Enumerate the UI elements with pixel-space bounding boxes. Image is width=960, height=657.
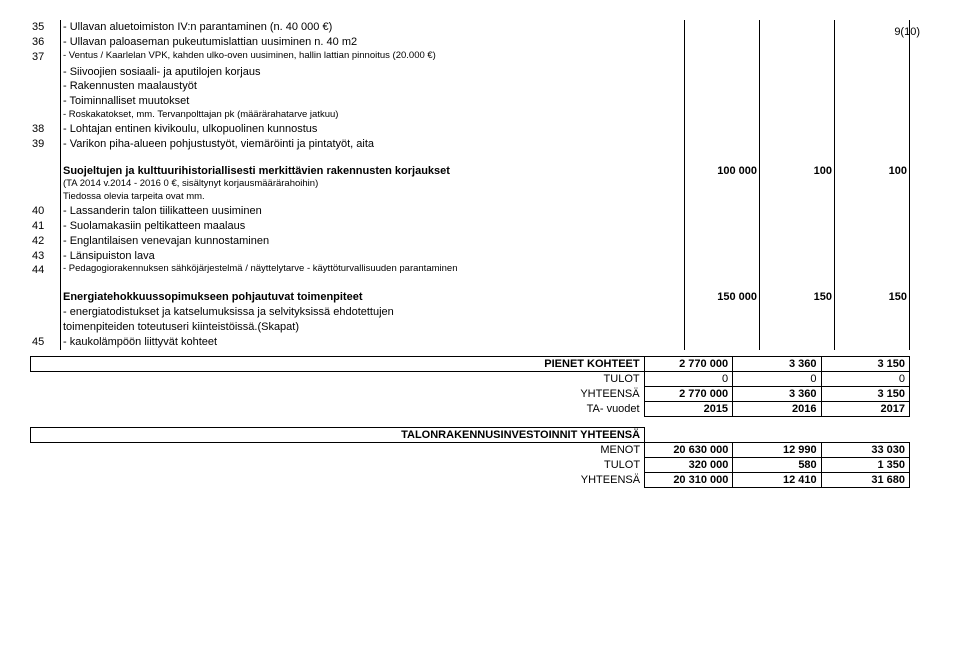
totals2-r0-label: MENOT (31, 442, 645, 457)
section3-line1: - energiatodistukset ja katselumuksissa … (61, 305, 685, 320)
row-num (30, 109, 61, 122)
totals2-r2-label: YHTEENSÄ (31, 472, 645, 487)
totals1-r2-v1: 3 360 (733, 386, 821, 401)
row-text: - Siivoojien sosiaali- ja aputilojen kor… (61, 65, 685, 80)
section2-title: Suojeltujen ja kulttuurihistoriallisesti… (61, 164, 685, 179)
row-text: - Lassanderin talon tiilikatteen uusimin… (61, 204, 685, 219)
row-num: 40 (30, 204, 61, 219)
totals1-header: PIENET KOHTEET (31, 356, 645, 371)
totals1-r1-v1: 0 (733, 371, 821, 386)
section2-val-1: 100 (760, 164, 835, 179)
row-num (30, 65, 61, 80)
section2-val-0: 100 000 (685, 164, 760, 179)
row-text: - Länsipuiston lava (61, 249, 685, 264)
totals1-r0-v0: 2 770 000 (644, 356, 732, 371)
section3-line2: toimenpiteiden toteutuseri kiinteistöiss… (61, 320, 685, 335)
totals1-table: PIENET KOHTEET 2 770 000 3 360 3 150 TUL… (30, 356, 910, 417)
section2-sub1: (TA 2014 v.2014 - 2016 0 €, sisältynyt k… (61, 178, 685, 191)
row-num: 37 (30, 50, 61, 65)
section3-val-1: 150 (760, 290, 835, 305)
section3-val-0: 150 000 (685, 290, 760, 305)
section3-val-2: 150 (835, 290, 910, 305)
totals1-r3-v1: 2016 (733, 401, 821, 416)
totals2-r2-v2: 31 680 (821, 472, 909, 487)
section3-item: - kaukolämpöön liittyvät kohteet (61, 335, 685, 350)
row-text: - Varikon piha-alueen pohjustustyöt, vie… (61, 137, 685, 152)
section3-title: Energiatehokkuussopimukseen pohjautuvat … (61, 290, 685, 305)
totals2-r0-v2: 33 030 (821, 442, 909, 457)
totals1-r2-v2: 3 150 (821, 386, 909, 401)
totals1-r2-label: YHTEENSÄ (31, 386, 645, 401)
totals2-r2-v1: 12 410 (733, 472, 821, 487)
totals2-r1-v1: 580 (733, 457, 821, 472)
row-text: - Suolamakasiin peltikatteen maalaus (61, 219, 685, 234)
totals2-r0-v1: 12 990 (733, 442, 821, 457)
row-num (30, 79, 61, 94)
totals1-r0-v2: 3 150 (821, 356, 909, 371)
totals1-r3-v2: 2017 (821, 401, 909, 416)
row-text: - Ullavan paloaseman pukeutumislattian u… (61, 35, 685, 50)
totals1-r1-v0: 0 (644, 371, 732, 386)
totals1-r1-label: TULOT (31, 371, 645, 386)
row-num: 35 (30, 20, 61, 35)
section2-sub2: Tiedossa olevia tarpeita ovat mm. (61, 191, 685, 204)
row-num: 38 (30, 122, 61, 137)
totals2-r1-v2: 1 350 (821, 457, 909, 472)
row-num: 45 (30, 335, 61, 350)
totals2-r2-v0: 20 310 000 (645, 472, 733, 487)
totals1-r1-v2: 0 (821, 371, 909, 386)
row-text: - Pedagogiorakennuksen sähköjärjestelmä … (61, 263, 685, 278)
page-number: 9(10) (894, 26, 920, 38)
content-table: 35- Ullavan aluetoimiston IV:n parantami… (30, 20, 910, 350)
row-text: - Toiminnalliset muutokset (61, 94, 685, 109)
row-text: - Ullavan aluetoimiston IV:n parantamine… (61, 20, 685, 35)
row-num: 39 (30, 137, 61, 152)
totals2-r0-v0: 20 630 000 (645, 442, 733, 457)
totals1-r3-v0: 2015 (644, 401, 732, 416)
section2-val-2: 100 (835, 164, 910, 179)
row-num: 36 (30, 35, 61, 50)
row-text: - Rakennusten maalaustyöt (61, 79, 685, 94)
totals2-r1-v0: 320 000 (645, 457, 733, 472)
row-num: 41 (30, 219, 61, 234)
row-num (30, 94, 61, 109)
totals1-r0-v1: 3 360 (733, 356, 821, 371)
row-num: 43 (30, 249, 61, 264)
row-text: - Lohtajan entinen kivikoulu, ulkopuolin… (61, 122, 685, 137)
totals2-header: TALONRAKENNUSINVESTOINNIT YHTEENSÄ (31, 427, 645, 442)
row-text: - Englantilaisen venevajan kunnostaminen (61, 234, 685, 249)
totals2-r1-label: TULOT (31, 457, 645, 472)
totals1-r3-label: TA- vuodet (31, 401, 645, 416)
row-num: 42 (30, 234, 61, 249)
row-text: - Ventus / Kaarlelan VPK, kahden ulko-ov… (61, 50, 685, 65)
row-text: - Roskakatokset, mm. Tervanpolttajan pk … (61, 109, 685, 122)
totals1-r2-v0: 2 770 000 (644, 386, 732, 401)
totals2-table: TALONRAKENNUSINVESTOINNIT YHTEENSÄ MENOT… (30, 427, 910, 488)
row-num: 44 (30, 263, 61, 278)
